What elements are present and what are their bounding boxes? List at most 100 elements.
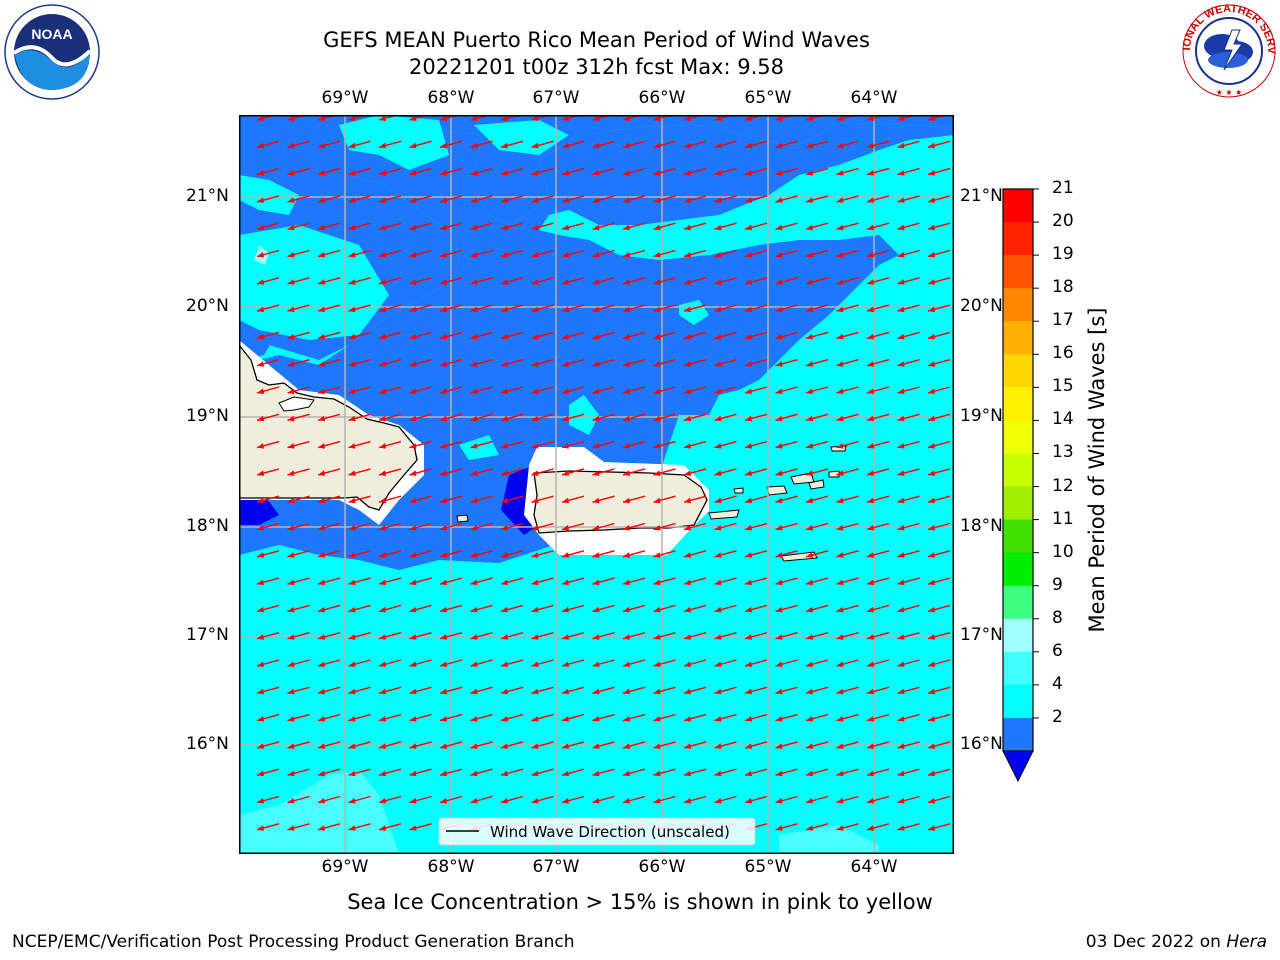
lat-label-left: 20°N: [186, 296, 229, 316]
wave-direction-arrow: [714, 304, 737, 313]
wave-direction-arrow: [561, 795, 585, 804]
wave-direction-arrow: [317, 331, 341, 340]
wave-direction-arrow: [622, 632, 646, 640]
wave-direction-arrow: [531, 249, 554, 258]
colorbar-tick-label: 18: [1052, 277, 1074, 298]
wave-direction-arrow: [317, 686, 341, 695]
wave-direction-arrow: [348, 195, 371, 203]
wave-direction-arrow: [592, 632, 615, 640]
wave-direction-arrow: [500, 195, 524, 203]
colorbar-tick-label: 9: [1052, 574, 1063, 595]
wave-direction-arrow: [287, 604, 310, 613]
lon-label-top: 69°W: [321, 88, 369, 108]
wave-direction-arrow: [317, 823, 341, 831]
wave-direction-arrow: [927, 795, 951, 804]
colorbar-segment: [1003, 684, 1033, 719]
wave-direction-arrow: [866, 823, 890, 831]
wave-direction-arrow: [500, 686, 524, 695]
wave-direction-arrow: [836, 550, 859, 558]
wave-direction-arrow: [927, 304, 951, 313]
wave-direction-arrow: [927, 413, 951, 422]
wave-direction-arrow: [317, 115, 339, 121]
wave-direction-arrow: [897, 359, 920, 367]
wave-direction-arrow: [775, 195, 798, 203]
wave-direction-arrow: [256, 604, 280, 613]
wave-direction-arrow: [927, 440, 951, 449]
wave-direction-arrow: [378, 304, 402, 313]
wave-direction-arrow: [561, 768, 585, 777]
wave-direction-arrow: [348, 686, 371, 695]
wave-direction-arrow: [775, 522, 798, 531]
lat-label-right: 16°N: [960, 734, 1003, 754]
lat-label-right: 17°N: [960, 625, 1003, 645]
wave-direction-arrow: [378, 359, 402, 367]
wave-direction-arrow: [409, 413, 432, 422]
colorbar-extend-triangle: [1002, 750, 1034, 783]
wave-direction-arrow: [622, 440, 646, 449]
wave-direction-arrow: [805, 277, 829, 285]
wave-direction-arrow: [683, 686, 707, 695]
wave-direction-arrow: [256, 304, 280, 313]
wave-direction-arrow: [256, 440, 280, 449]
wave-direction-arrow: [836, 195, 859, 203]
wave-direction-arrow: [561, 741, 585, 749]
wave-direction-arrow: [592, 222, 615, 231]
wave-direction-arrow: [805, 659, 829, 667]
wave-direction-arrow: [897, 304, 920, 313]
wave-direction-arrow: [561, 222, 585, 231]
wave-direction-arrow: [653, 359, 676, 367]
wave-direction-arrow: [897, 249, 920, 258]
wave-direction-arrow: [592, 167, 615, 176]
lon-label-top: 65°W: [744, 88, 792, 108]
wave-direction-arrow: [927, 741, 951, 749]
wave-direction-arrow: [866, 222, 890, 231]
wave-direction-arrow: [622, 522, 646, 531]
wave-direction-arrow: [622, 550, 646, 558]
wave-direction-arrow: [927, 359, 951, 367]
wave-direction-arrow: [500, 440, 524, 449]
wave-direction-arrow: [927, 686, 951, 695]
wave-direction-arrow: [531, 659, 554, 667]
wave-direction-arrow: [622, 741, 646, 749]
wave-direction-arrow: [927, 522, 951, 531]
lon-label-top: 66°W: [638, 88, 686, 108]
wave-direction-arrow: [561, 277, 585, 285]
wave-direction-arrow: [348, 659, 371, 667]
wave-direction-arrow: [500, 741, 524, 749]
lat-label-left: 17°N: [186, 625, 229, 645]
wave-direction-arrow: [714, 195, 737, 203]
wave-direction-arrow: [683, 659, 707, 667]
wave-direction-arrow: [714, 713, 737, 722]
wave-direction-arrow: [744, 413, 768, 422]
wave-direction-arrow: [409, 577, 432, 586]
wave-direction-arrow: [927, 823, 951, 831]
wave-direction-arrow: [744, 577, 768, 586]
lat-label-right: 20°N: [960, 296, 1003, 316]
wave-direction-arrow: [470, 386, 493, 394]
wave-direction-arrow: [744, 115, 766, 121]
wave-direction-arrow: [592, 249, 615, 258]
wave-direction-arrow: [561, 577, 585, 586]
wave-direction-arrow: [714, 468, 737, 476]
wave-direction-arrow: [470, 468, 493, 476]
wave-direction-arrow: [592, 522, 615, 531]
wave-direction-arrow: [653, 741, 676, 749]
wave-direction-arrow: [348, 277, 371, 285]
wave-direction-arrow: [897, 604, 920, 613]
legend-label: Wind Wave Direction (unscaled): [490, 823, 730, 841]
wave-direction-arrow: [317, 304, 341, 313]
wave-direction-arrow: [714, 741, 737, 749]
wave-direction-arrow: [592, 795, 615, 804]
wave-direction-arrow: [775, 713, 798, 722]
wave-direction-arrow: [287, 550, 310, 558]
wave-direction-arrow: [500, 249, 524, 258]
wave-direction-arrow: [744, 249, 768, 258]
wave-direction-arrow: [409, 604, 432, 613]
wave-direction-arrow: [317, 577, 341, 586]
wave-direction-arrow: [561, 604, 585, 613]
wave-direction-arrow: [866, 659, 890, 667]
wave-direction-arrow: [653, 468, 676, 476]
wave-direction-arrow: [378, 386, 402, 394]
wave-direction-arrow: [348, 386, 371, 394]
wave-direction-arrow: [409, 167, 432, 176]
